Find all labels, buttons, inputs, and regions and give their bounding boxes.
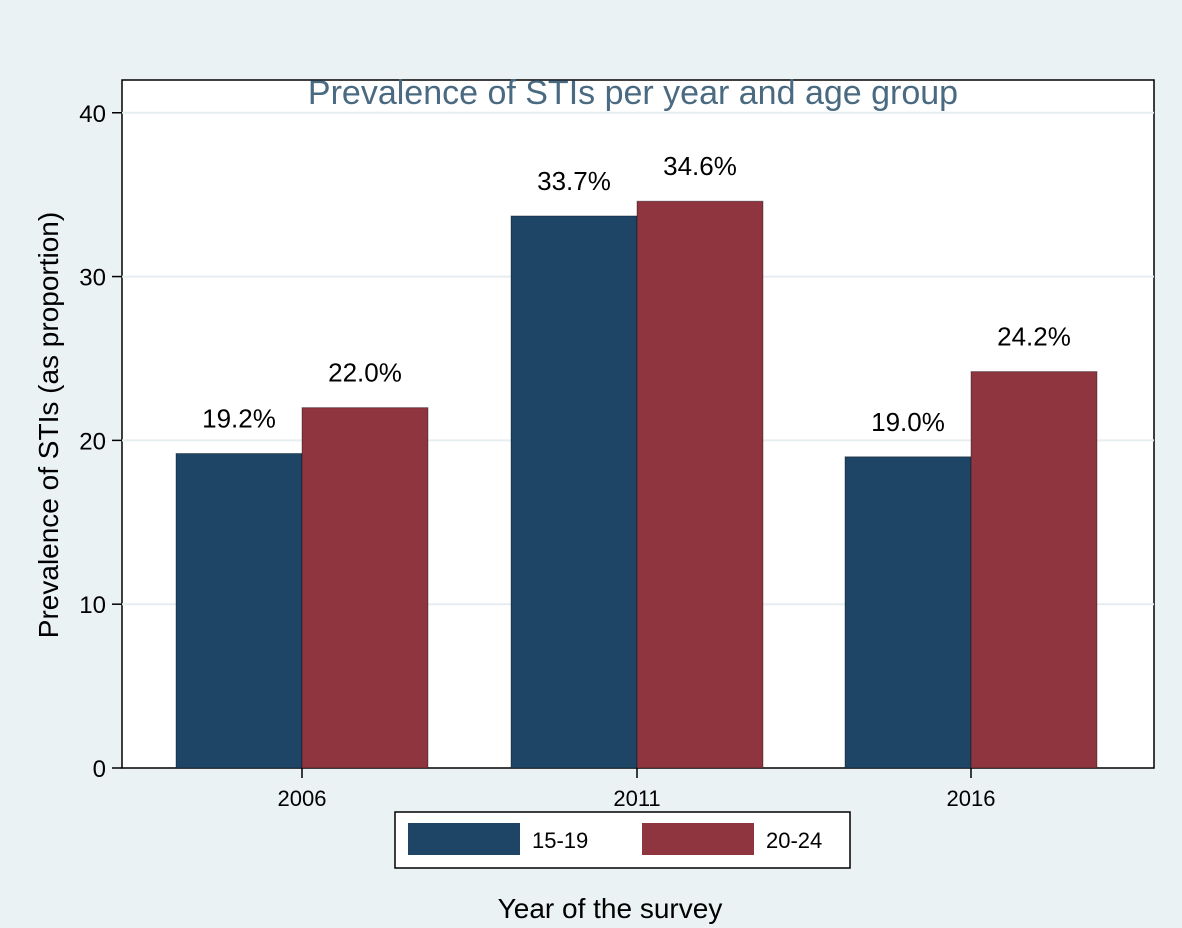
bars [175,200,1098,769]
x-tick-label-2011: 2011 [613,786,660,811]
legend-swatch-15-19 [408,823,520,855]
y-tick-label: 30 [79,265,106,292]
legend-label-15-19: 15-19 [532,828,588,853]
y-tick-label: 10 [79,592,106,619]
y-axis-title: Prevalence of STIs (as proportion) [33,212,64,638]
y-tick-label: 0 [93,756,106,783]
bar-15-19-2016 [844,456,972,769]
data-label-15-19-2006: 19.2% [202,403,276,433]
bar-15-19-2011 [510,215,638,769]
x-tick-label-2016: 2016 [947,786,996,811]
legend-label-20-24: 20-24 [766,828,822,853]
legend-swatch-20-24 [642,823,754,855]
data-label-15-19-2016: 19.0% [871,407,945,437]
data-labels: 19.2% 22.0% 33.7% 34.6% 19.0% 24.2% [202,151,1071,437]
y-axis: 0 10 20 30 40 [79,101,122,783]
y-tick-label: 20 [79,428,106,455]
x-axis: 2006 2011 2016 [278,768,996,811]
data-label-20-24-2011: 34.6% [663,151,737,181]
data-label-15-19-2011: 33.7% [537,166,611,196]
x-axis-title: Year of the survey [498,893,723,924]
bar-20-24-2011 [636,200,764,769]
data-label-20-24-2006: 22.0% [328,358,402,388]
chart-title: Prevalence of STIs per year and age grou… [308,74,958,112]
bar-20-24-2006 [301,407,429,769]
data-label-20-24-2016: 24.2% [997,322,1071,352]
bar-20-24-2016 [970,371,1098,769]
bar-15-19-2006 [175,452,303,769]
legend: 15-19 20-24 [394,811,851,869]
y-tick-label: 40 [79,101,106,128]
x-tick-label-2006: 2006 [278,786,327,811]
